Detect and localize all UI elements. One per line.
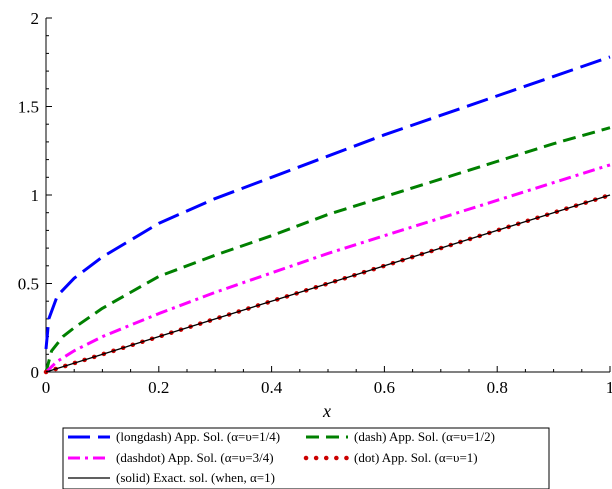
x-tick-label: 0.6 xyxy=(374,378,395,397)
x-tick-label: 0.8 xyxy=(487,378,508,397)
legend-label: (dashdot) App. Sol. (α=υ=3/4) xyxy=(116,450,274,465)
y-tick-label: 0 xyxy=(31,363,40,382)
legend: (longdash) App. Sol. (α=υ=1/4) (dash) App… xyxy=(62,427,550,489)
y-tick-label: 2 xyxy=(31,9,40,28)
x-tick-label: 0 xyxy=(42,378,51,397)
series-line-solid xyxy=(45,194,611,373)
x-tick-label: 1 xyxy=(606,378,612,397)
legend-label: (dash) App. Sol. (α=υ=1/2) xyxy=(354,429,495,444)
x-tick-label: 0.2 xyxy=(148,378,169,397)
y-tick-label: 1 xyxy=(31,186,40,205)
series-line-longdash xyxy=(44,55,611,350)
x-tick-label: 0.4 xyxy=(261,378,283,397)
y-tick-label: 1.5 xyxy=(18,98,39,117)
plot-area xyxy=(43,55,612,375)
legend-label: (dot) App. Sol. (α=υ=1) xyxy=(354,450,478,465)
axes: 0 0.2 0.4 0.6 0.8 1 0 0.5 1 1.5 2 xyxy=(18,9,612,397)
legend-label: (solid) Exact. sol. (when, α=1) xyxy=(116,470,275,485)
legend-label: (longdash) App. Sol. (α=υ=1/4) xyxy=(116,429,280,444)
x-axis-title: x xyxy=(322,401,331,421)
series-line-dashdot xyxy=(44,163,611,374)
series-line-dash xyxy=(44,126,611,373)
y-tick-label: 0.5 xyxy=(18,275,39,294)
